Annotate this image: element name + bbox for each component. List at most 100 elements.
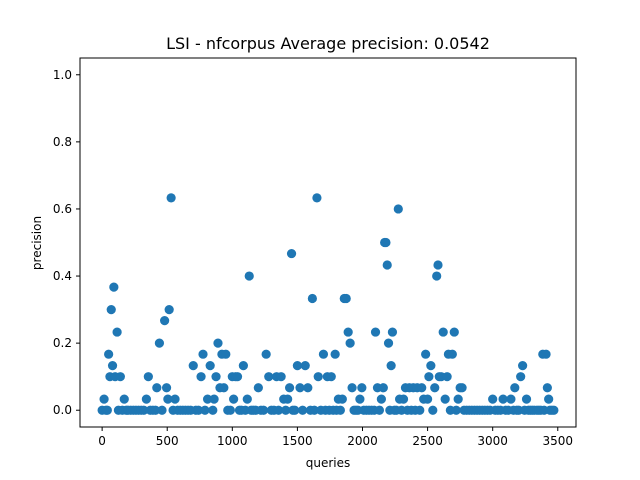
data-point bbox=[205, 361, 215, 371]
data-point bbox=[285, 383, 295, 393]
data-point bbox=[143, 372, 153, 382]
data-point bbox=[398, 394, 409, 404]
data-point bbox=[426, 361, 436, 371]
x-tick-label: 1000 bbox=[217, 434, 248, 448]
data-point bbox=[300, 361, 310, 371]
data-point bbox=[428, 405, 438, 415]
x-tick-label: 500 bbox=[156, 434, 179, 448]
data-point bbox=[438, 327, 448, 337]
data-point bbox=[150, 405, 161, 415]
y-tick-label: 0.4 bbox=[53, 269, 72, 283]
data-point bbox=[232, 372, 243, 382]
data-point bbox=[298, 405, 308, 415]
data-point bbox=[309, 405, 319, 415]
data-point bbox=[193, 405, 204, 415]
y-tick-label: 0.0 bbox=[53, 403, 72, 417]
data-point bbox=[453, 394, 463, 404]
data-point bbox=[163, 394, 173, 404]
data-point bbox=[221, 349, 231, 359]
points-layer bbox=[97, 193, 559, 415]
data-point bbox=[345, 338, 355, 348]
y-tick-label: 1.0 bbox=[53, 68, 72, 82]
data-point bbox=[283, 394, 293, 404]
data-point bbox=[198, 349, 208, 359]
data-point bbox=[244, 271, 254, 281]
data-point bbox=[457, 383, 467, 393]
data-point bbox=[238, 361, 248, 371]
data-point bbox=[451, 405, 461, 415]
data-point bbox=[119, 394, 129, 404]
y-tick-label: 0.6 bbox=[53, 202, 72, 216]
data-point bbox=[541, 349, 551, 359]
data-point bbox=[383, 338, 394, 348]
data-point bbox=[415, 405, 425, 415]
data-point bbox=[422, 394, 433, 404]
data-point bbox=[154, 338, 165, 348]
data-point bbox=[161, 383, 172, 393]
data-point bbox=[393, 204, 403, 214]
data-point bbox=[273, 405, 284, 415]
y-axis-label: precision bbox=[30, 216, 44, 270]
data-point bbox=[102, 405, 112, 415]
data-point bbox=[378, 383, 388, 393]
data-point bbox=[229, 394, 239, 404]
chart-title: LSI - nfcorpus Average precision: 0.0542 bbox=[166, 34, 490, 53]
data-point bbox=[211, 372, 221, 382]
data-point bbox=[335, 405, 345, 415]
data-point bbox=[430, 383, 440, 393]
data-point bbox=[213, 338, 223, 348]
data-point bbox=[433, 260, 443, 270]
x-tick-label: 0 bbox=[98, 434, 106, 448]
data-point bbox=[542, 383, 552, 393]
y-tick-label: 0.8 bbox=[53, 135, 72, 149]
data-point bbox=[295, 383, 305, 393]
data-point bbox=[115, 372, 125, 382]
data-point bbox=[347, 383, 357, 393]
data-point bbox=[386, 361, 396, 371]
data-point bbox=[139, 405, 149, 415]
data-point bbox=[307, 293, 317, 304]
data-point bbox=[355, 394, 365, 404]
data-point bbox=[510, 383, 520, 393]
data-point bbox=[498, 394, 508, 404]
data-point bbox=[381, 237, 391, 248]
data-point bbox=[164, 304, 174, 315]
x-tick-label: 2500 bbox=[412, 434, 443, 448]
data-point bbox=[442, 372, 452, 382]
data-point bbox=[208, 405, 218, 415]
data-point bbox=[104, 349, 114, 359]
data-point bbox=[447, 349, 457, 359]
data-point bbox=[160, 316, 170, 326]
data-point bbox=[286, 248, 297, 259]
data-point bbox=[290, 405, 300, 415]
data-point bbox=[387, 327, 398, 337]
data-point bbox=[330, 349, 340, 359]
data-point bbox=[440, 394, 450, 404]
data-point bbox=[99, 394, 109, 404]
data-point bbox=[376, 394, 386, 404]
data-point bbox=[112, 327, 122, 337]
data-point bbox=[449, 327, 459, 337]
y-tick-label: 0.2 bbox=[53, 336, 72, 350]
data-point bbox=[549, 405, 559, 415]
data-point bbox=[312, 193, 322, 203]
data-point bbox=[488, 394, 498, 404]
data-point bbox=[141, 394, 151, 404]
data-point bbox=[516, 372, 526, 382]
data-point bbox=[518, 361, 528, 371]
x-axis-label: queries bbox=[306, 456, 351, 470]
data-point bbox=[261, 349, 271, 359]
data-point bbox=[521, 394, 532, 404]
data-point bbox=[370, 327, 381, 337]
data-point bbox=[374, 405, 385, 415]
data-point bbox=[292, 361, 303, 371]
data-point bbox=[357, 383, 367, 393]
x-axis: 0 500 1000 1500 2000 2500 3000 3500 bbox=[98, 427, 573, 448]
data-point bbox=[432, 271, 442, 281]
data-point bbox=[109, 282, 119, 292]
data-point bbox=[421, 349, 431, 359]
data-point bbox=[343, 327, 353, 337]
data-point bbox=[202, 394, 213, 404]
data-point bbox=[196, 372, 206, 382]
